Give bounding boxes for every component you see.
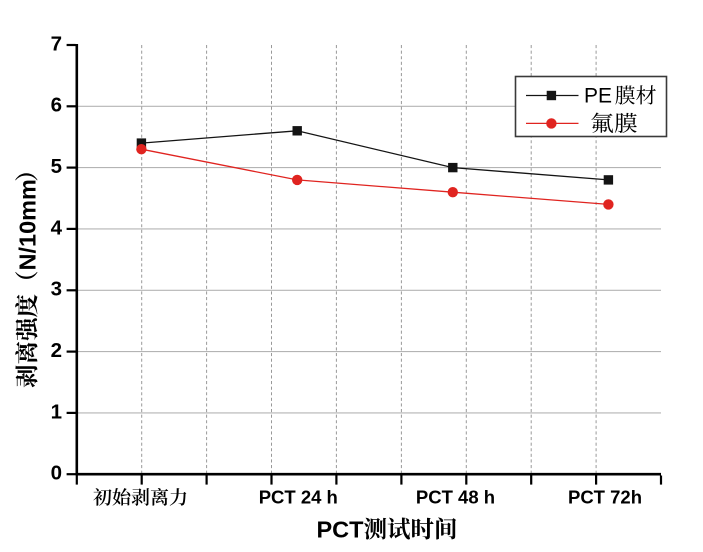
svg-text:N/10mm: N/10mm — [14, 179, 40, 270]
svg-text:7: 7 — [51, 32, 62, 55]
svg-text:PCT 24 h: PCT 24 h — [259, 487, 338, 508]
svg-text:0: 0 — [51, 462, 62, 485]
svg-text:PCT 48 h: PCT 48 h — [416, 487, 495, 508]
svg-text:6: 6 — [51, 94, 62, 117]
svg-text:PCT: PCT — [317, 516, 365, 542]
svg-text:PE: PE — [584, 84, 612, 107]
svg-text:4: 4 — [51, 216, 63, 239]
svg-text:PCT 72h: PCT 72h — [568, 487, 642, 508]
svg-text:2: 2 — [51, 339, 62, 362]
svg-text:3: 3 — [51, 278, 62, 301]
svg-text:5: 5 — [51, 155, 62, 178]
svg-text:1: 1 — [51, 400, 62, 423]
